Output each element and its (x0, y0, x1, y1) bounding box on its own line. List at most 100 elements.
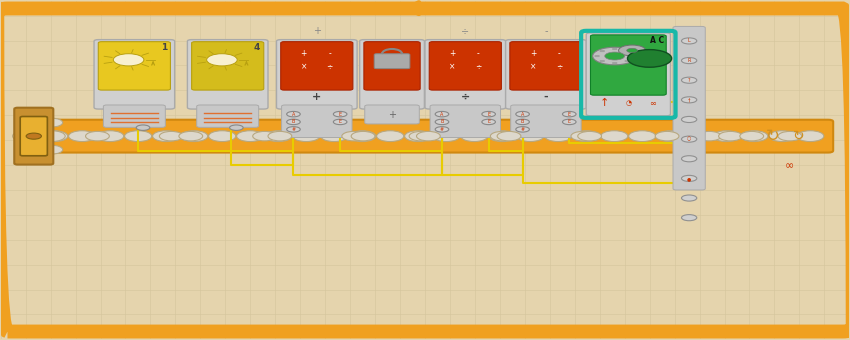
Circle shape (153, 131, 179, 141)
Circle shape (268, 131, 292, 141)
FancyBboxPatch shape (429, 42, 502, 90)
Text: ×: × (301, 62, 307, 71)
Circle shape (682, 77, 697, 83)
FancyBboxPatch shape (276, 40, 357, 109)
FancyBboxPatch shape (630, 55, 635, 57)
Text: +: + (388, 110, 396, 120)
Circle shape (333, 112, 347, 117)
Text: ÷: ÷ (326, 62, 333, 71)
Circle shape (286, 119, 300, 125)
Circle shape (682, 215, 697, 221)
Text: A: A (292, 112, 295, 117)
Text: E: E (338, 112, 342, 117)
Circle shape (377, 131, 404, 141)
Circle shape (333, 119, 347, 125)
Text: B: B (292, 119, 295, 124)
FancyBboxPatch shape (612, 48, 617, 50)
Circle shape (482, 119, 496, 125)
Text: B: B (521, 119, 524, 124)
FancyBboxPatch shape (586, 33, 671, 116)
Circle shape (516, 119, 530, 125)
Circle shape (740, 131, 763, 141)
Text: A: A (440, 112, 444, 117)
Text: ×: × (530, 62, 536, 71)
Circle shape (252, 131, 276, 141)
Text: E: E (487, 119, 490, 124)
Text: †: † (688, 97, 690, 102)
Circle shape (578, 131, 602, 141)
Circle shape (685, 131, 711, 141)
Circle shape (682, 136, 697, 142)
Text: ↻: ↻ (766, 127, 779, 145)
Circle shape (482, 112, 496, 117)
Circle shape (516, 127, 530, 132)
FancyBboxPatch shape (20, 117, 48, 156)
Circle shape (38, 131, 65, 141)
Text: -: - (477, 49, 479, 58)
Circle shape (592, 47, 637, 65)
Circle shape (718, 131, 742, 141)
Text: ∞: ∞ (649, 99, 656, 108)
Circle shape (236, 131, 264, 141)
FancyBboxPatch shape (196, 105, 258, 128)
Circle shape (573, 131, 600, 141)
Circle shape (605, 52, 625, 60)
Text: #: # (292, 127, 296, 132)
Circle shape (571, 131, 595, 141)
Circle shape (435, 112, 449, 117)
FancyBboxPatch shape (99, 42, 170, 90)
FancyBboxPatch shape (612, 62, 617, 64)
Text: ÷: ÷ (462, 26, 469, 36)
Text: 1: 1 (161, 43, 167, 52)
Circle shape (97, 131, 124, 141)
Circle shape (697, 131, 721, 141)
Circle shape (348, 131, 376, 141)
Circle shape (619, 45, 646, 56)
Circle shape (655, 131, 679, 141)
Circle shape (409, 131, 433, 141)
Circle shape (778, 131, 802, 141)
Circle shape (490, 131, 514, 141)
Circle shape (682, 116, 697, 122)
Text: ◔: ◔ (626, 100, 632, 106)
Circle shape (230, 125, 243, 130)
FancyBboxPatch shape (94, 40, 174, 109)
Circle shape (545, 131, 572, 141)
Circle shape (26, 133, 42, 139)
Text: -: - (328, 49, 332, 58)
Text: #: # (440, 127, 444, 132)
Circle shape (435, 119, 449, 125)
Circle shape (796, 131, 824, 141)
Circle shape (657, 131, 684, 141)
Circle shape (497, 131, 521, 141)
Circle shape (682, 156, 697, 162)
Text: ○: ○ (687, 137, 691, 142)
Circle shape (435, 127, 449, 132)
FancyBboxPatch shape (594, 55, 599, 57)
Circle shape (208, 131, 235, 141)
Circle shape (320, 131, 348, 141)
Text: +: + (530, 49, 536, 58)
FancyBboxPatch shape (625, 50, 630, 52)
FancyBboxPatch shape (430, 105, 501, 137)
Text: B: B (440, 119, 444, 124)
Circle shape (178, 131, 202, 141)
FancyBboxPatch shape (673, 27, 706, 190)
Circle shape (113, 54, 144, 66)
Circle shape (517, 131, 544, 141)
Circle shape (286, 112, 300, 117)
Circle shape (13, 131, 40, 141)
Circle shape (264, 131, 292, 141)
Circle shape (86, 131, 110, 141)
Circle shape (41, 131, 68, 141)
Text: -: - (544, 26, 547, 36)
FancyBboxPatch shape (14, 108, 54, 165)
Circle shape (180, 131, 207, 141)
FancyBboxPatch shape (511, 105, 581, 137)
FancyBboxPatch shape (191, 42, 264, 90)
Circle shape (125, 131, 152, 141)
Text: ↻: ↻ (792, 129, 804, 143)
Text: ×: × (449, 62, 456, 71)
FancyBboxPatch shape (280, 42, 353, 90)
Text: ÷: ÷ (475, 62, 481, 71)
